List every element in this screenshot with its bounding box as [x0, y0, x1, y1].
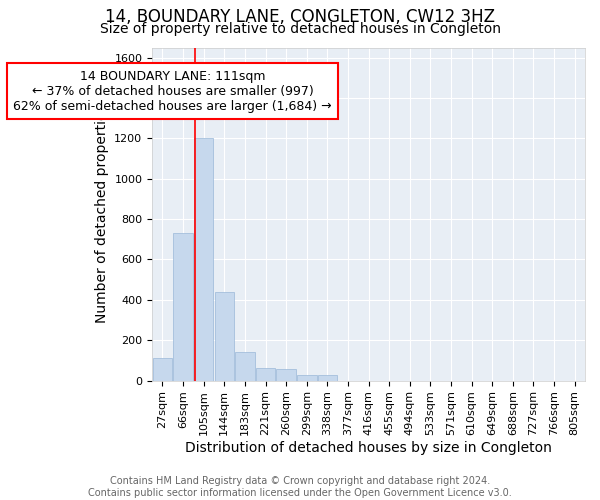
Bar [317, 374, 337, 380]
Bar [152, 358, 172, 380]
X-axis label: Distribution of detached houses by size in Congleton: Distribution of detached houses by size … [185, 441, 552, 455]
Text: 14, BOUNDARY LANE, CONGLETON, CW12 3HZ: 14, BOUNDARY LANE, CONGLETON, CW12 3HZ [105, 8, 495, 26]
Bar [173, 233, 193, 380]
Bar [215, 292, 234, 380]
Text: 14 BOUNDARY LANE: 111sqm
← 37% of detached houses are smaller (997)
62% of semi-: 14 BOUNDARY LANE: 111sqm ← 37% of detach… [13, 70, 332, 112]
Bar [256, 368, 275, 380]
Bar [297, 374, 317, 380]
Text: Contains HM Land Registry data © Crown copyright and database right 2024.
Contai: Contains HM Land Registry data © Crown c… [88, 476, 512, 498]
Bar [194, 138, 214, 380]
Text: Size of property relative to detached houses in Congleton: Size of property relative to detached ho… [100, 22, 500, 36]
Y-axis label: Number of detached properties: Number of detached properties [95, 104, 109, 324]
Bar [235, 352, 255, 380]
Bar [277, 370, 296, 380]
